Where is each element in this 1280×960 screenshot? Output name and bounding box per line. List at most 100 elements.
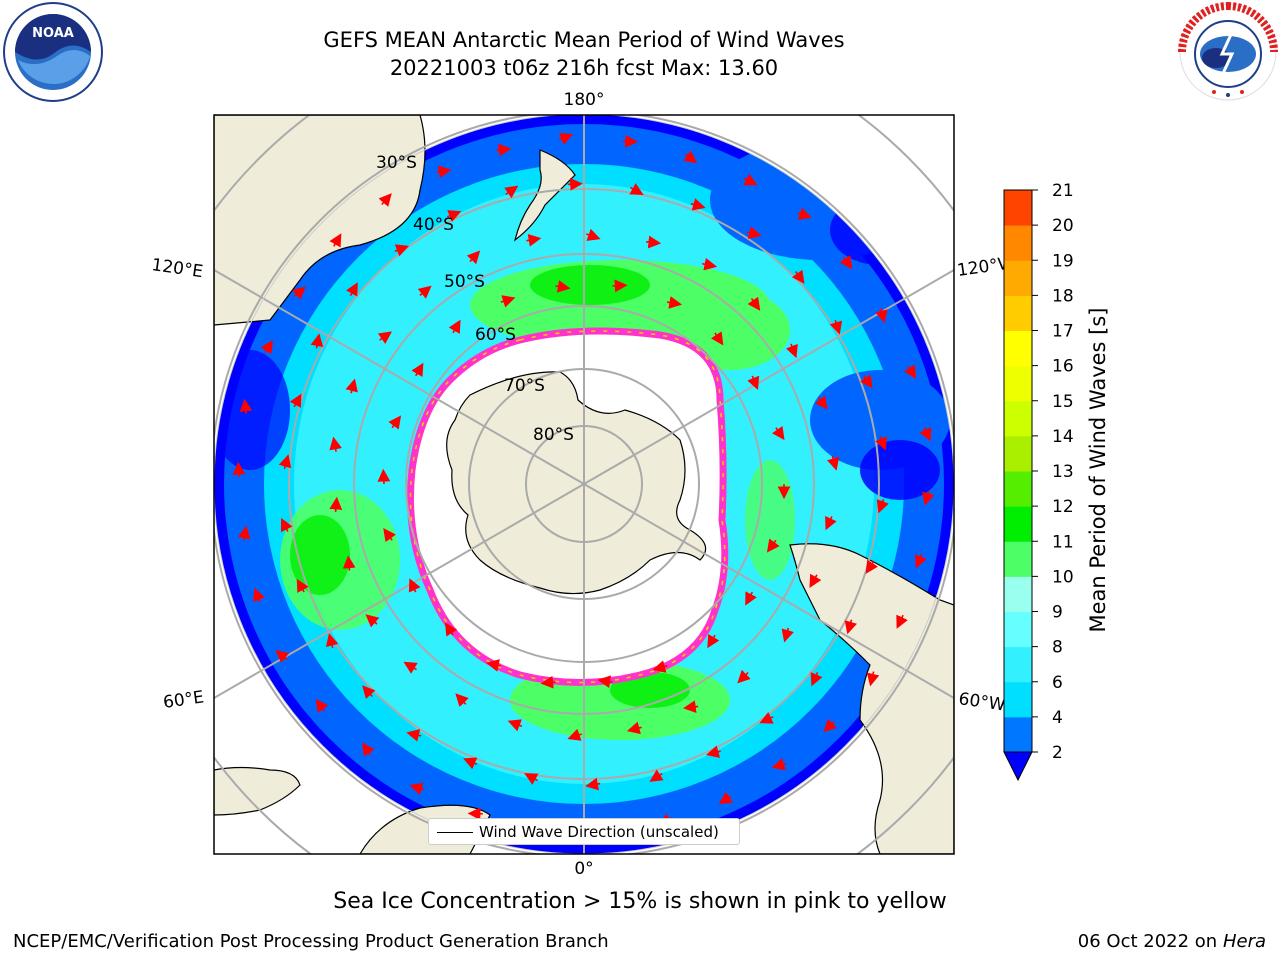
colorbar-segment [1004,506,1032,542]
wind-wave-arrow [329,233,342,248]
wind-wave-arrow [690,198,706,211]
wind-wave-arrow [445,622,458,637]
wind-wave-arrow [766,538,780,553]
wind-wave-arrow [826,455,840,471]
wind-wave-arrow [496,143,512,157]
wind-wave-arrow [365,614,380,628]
wind-wave-arrow [362,742,375,757]
wind-wave-arrow [823,718,837,733]
wind-wave-arrow [865,559,878,574]
colorbar-segment [1004,435,1032,472]
chart-subtitle: 20221003 t06z 216h fcst Max: 13.60 [389,56,779,80]
lon-label-0: 0° [574,859,593,879]
wind-wave-arrow [346,282,358,297]
wind-wave-arrow [809,573,822,588]
colorbar-tick-label: 21 [1052,181,1074,201]
wind-wave-arrow [280,517,293,533]
wind-wave-arrow [567,177,583,191]
wind-wave-arrow [860,374,873,389]
map-frame [213,114,955,855]
wind-wave-arrow [406,729,422,742]
wind-wave-arrow [829,319,843,335]
wind-wave-arrow [597,675,613,688]
colorbar-tick-label: 16 [1052,357,1074,377]
wind-wave-arrow [771,425,785,441]
wind-wave-arrow [504,185,519,199]
wind-wave-arrow [702,257,718,271]
colorbar-segment [1004,681,1032,718]
colorbar-tick-label: 4 [1052,708,1063,728]
wind-wave-arrow [275,649,290,663]
colorbar-tick-label: 19 [1052,251,1074,271]
wind-wave-arrow [710,331,724,346]
wind-wave-arrow [683,700,699,714]
wind-wave-arrow [278,454,292,470]
colorbar-under-triangle [1003,751,1033,782]
wind-wave-arrow [629,183,644,195]
lon-label-120e: 120°E [150,255,204,282]
wind-wave-arrow [252,587,265,603]
wind-wave-arrow [296,578,309,593]
wind-wave-arrow [626,721,642,735]
wind-wave-arrow [919,427,932,442]
wind-wave-arrow [377,468,391,485]
colorbar-segment [1004,576,1032,612]
wind-wave-arrow [403,661,418,674]
wind-wave-arrow [844,619,857,635]
wind-wave-arrow [383,528,396,543]
wind-wave-arrow [455,693,469,707]
colorbar-tick-label: 20 [1052,216,1074,236]
wind-wave-arrow [759,711,774,724]
wind-wave-arrow [875,436,888,451]
wind-wave-arrow [409,782,425,796]
run-date-text: 06 Oct 2022 on [1077,931,1223,952]
wind-wave-arrow [810,672,823,687]
lon-label-60w: 60°W [957,689,1006,715]
map-legend: Wind Wave Direction (unscaled) [428,818,740,845]
wind-wave-arrow [446,210,462,222]
run-date: 06 Oct 2022 on Hera [1078,931,1266,952]
wind-wave-arrow [345,378,358,394]
colorbar-segment [1004,716,1032,753]
colorbar-segment [1004,400,1032,437]
lat-label-60s: 60°S [475,325,516,345]
colorbar-segment [1004,541,1032,577]
wind-wave-arrow [825,515,837,531]
wind-wave-arrow [500,295,516,308]
colorbar-tick-label: 14 [1052,427,1074,447]
wind-wave-arrow [408,578,421,593]
wind-wave-arrow [622,134,638,148]
chart-title: GEFS MEAN Antarctic Mean Period of Wind … [323,28,845,52]
svg-text:NOAA: NOAA [32,26,74,41]
wind-wave-arrow [325,633,339,648]
colorbar-segment [1004,646,1032,683]
wind-wave-arrows [232,133,935,835]
wind-wave-arrow [746,226,762,239]
lat-label-40s: 40°S [413,215,454,235]
wind-wave-arrow [866,671,880,687]
wind-wave-arrow [463,757,478,770]
wind-wave-arrow [329,436,342,452]
wind-wave-arrow [649,769,664,782]
wind-wave-arrow [903,364,917,379]
wind-wave-arrow [745,591,757,606]
colorbar-segment [1004,190,1032,226]
wind-wave-arrow [526,233,542,247]
wind-wave-arrow [292,286,306,300]
wind-wave-arrow [706,745,721,758]
wind-wave-arrow [785,343,798,359]
colorbar: 2 4 6 8 9 10 11 12 13 14 15 16 17 18 19 20 21 [1003,181,1074,782]
wind-wave-arrow [747,296,761,311]
sea-ice-note: Sea Ice Concentration > 15% is shown in … [333,889,947,914]
wind-wave-arrow [666,296,683,309]
wind-wave-arrow [771,758,787,771]
lon-label-60e: 60°E [162,687,205,712]
wind-wave-arrow [914,553,927,569]
wind-wave-arrow [507,719,523,732]
wind-wave-arrow [394,244,409,257]
wind-wave-arrow [289,393,302,408]
producer-credit: NCEP/EMC/Verification Post Processing Pr… [13,931,609,952]
wind-wave-arrow [612,279,628,293]
colorbar-tick-label: 13 [1052,462,1074,482]
